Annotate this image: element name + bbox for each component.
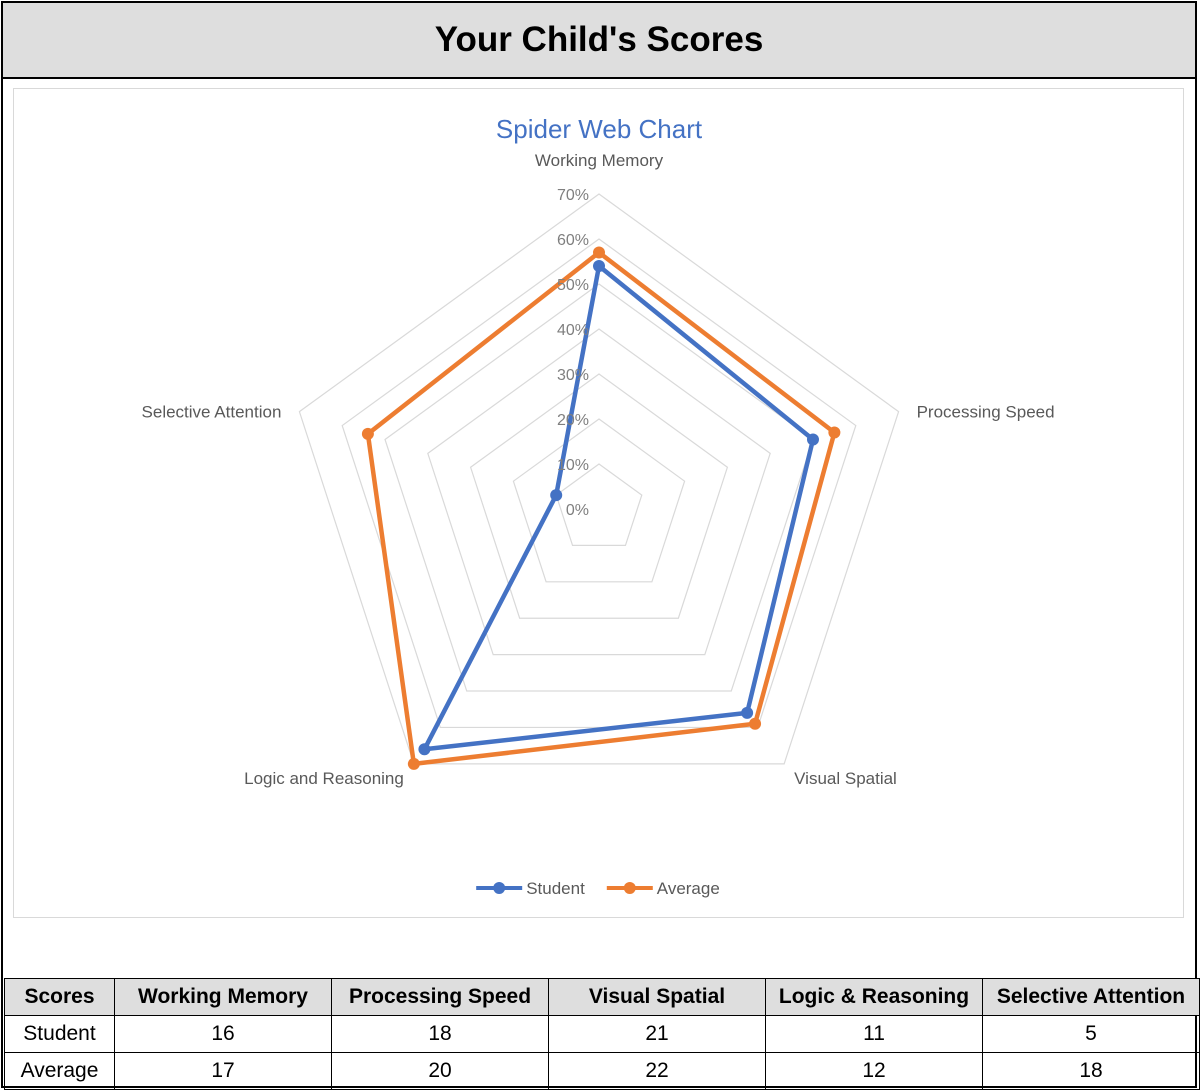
data-point [407, 757, 420, 770]
table-cell: 20 [331, 1052, 549, 1090]
chart-labels: 0% 10% 20% 30% 40% 50% 60% 70% Working Memory Pro… [142, 151, 1055, 788]
axis-label: Working Memory [535, 151, 664, 170]
legend-marker [623, 882, 636, 894]
tick-label: 40% [557, 322, 589, 339]
data-point [550, 489, 563, 502]
column-header-visual-spatial: Visual Spatial [548, 978, 766, 1016]
tick-label: 70% [557, 187, 589, 204]
data-point [361, 427, 374, 440]
tick-label: 60% [557, 232, 589, 249]
table-row: Student 16 18 21 11 5 [4, 1015, 1200, 1053]
table-row: Average 17 20 22 12 18 [4, 1052, 1200, 1090]
legend-label: Student [526, 879, 585, 898]
legend-label: Average [657, 879, 720, 898]
axis-label: Visual Spatial [794, 769, 897, 788]
column-header-scores: Scores [4, 978, 115, 1016]
column-header-logic-reasoning: Logic & Reasoning [765, 978, 983, 1016]
table-cell: 21 [548, 1015, 766, 1053]
table-cell: 16 [114, 1015, 332, 1053]
data-point [418, 743, 431, 756]
grid-ring [427, 328, 771, 656]
row-label-student: Student [4, 1015, 115, 1053]
data-point [828, 426, 841, 439]
column-header-selective-attention: Selective Attention [982, 978, 1200, 1016]
column-header-working-memory: Working Memory [114, 978, 332, 1016]
spider-chart: 0% 10% 20% 30% 40% 50% 60% 70% Working Memory Pro… [142, 114, 1055, 898]
grid-ring [555, 463, 643, 547]
scores-table: Scores Working Memory Processing Speed V… [4, 978, 1200, 1090]
page-title: Your Child's Scores [3, 3, 1195, 79]
table-cell: 11 [765, 1015, 983, 1053]
axis-label: Logic and Reasoning [244, 769, 404, 788]
tick-label: 20% [557, 412, 589, 429]
table-cell: 18 [982, 1052, 1200, 1090]
table-cell: 17 [114, 1052, 332, 1090]
series-line [422, 263, 816, 752]
chart-legend: Student Average [476, 879, 720, 898]
grid-ring [512, 418, 686, 583]
data-point [593, 246, 605, 259]
chart-area: 0% 10% 20% 30% 40% 50% 60% 70% Working Memory Pro… [13, 88, 1184, 918]
table-cell: 5 [982, 1015, 1200, 1053]
column-header-processing-speed: Processing Speed [331, 978, 549, 1016]
chart-series [361, 246, 841, 770]
data-point [749, 717, 762, 730]
chart-grid [298, 193, 900, 765]
row-label-average: Average [4, 1052, 115, 1090]
axis-label: Selective Attention [142, 403, 282, 422]
grid-ring [469, 373, 729, 619]
grid-ring [384, 283, 814, 692]
axis-label: Processing Speed [917, 403, 1055, 422]
tick-label: 30% [557, 367, 589, 384]
data-point [806, 433, 819, 446]
data-point [741, 706, 754, 719]
chart-title: Spider Web Chart [496, 114, 703, 144]
tick-label: 50% [557, 277, 589, 294]
table-header-row: Scores Working Memory Processing Speed V… [4, 978, 1200, 1016]
grid-ring [298, 193, 900, 765]
tick-label: 0% [566, 502, 589, 519]
legend-marker [493, 882, 506, 894]
series-line [365, 250, 837, 767]
tick-label: 10% [557, 457, 589, 474]
table-cell: 22 [548, 1052, 766, 1090]
table-cell: 12 [765, 1052, 983, 1090]
data-point [593, 260, 605, 272]
table-cell: 18 [331, 1015, 549, 1053]
